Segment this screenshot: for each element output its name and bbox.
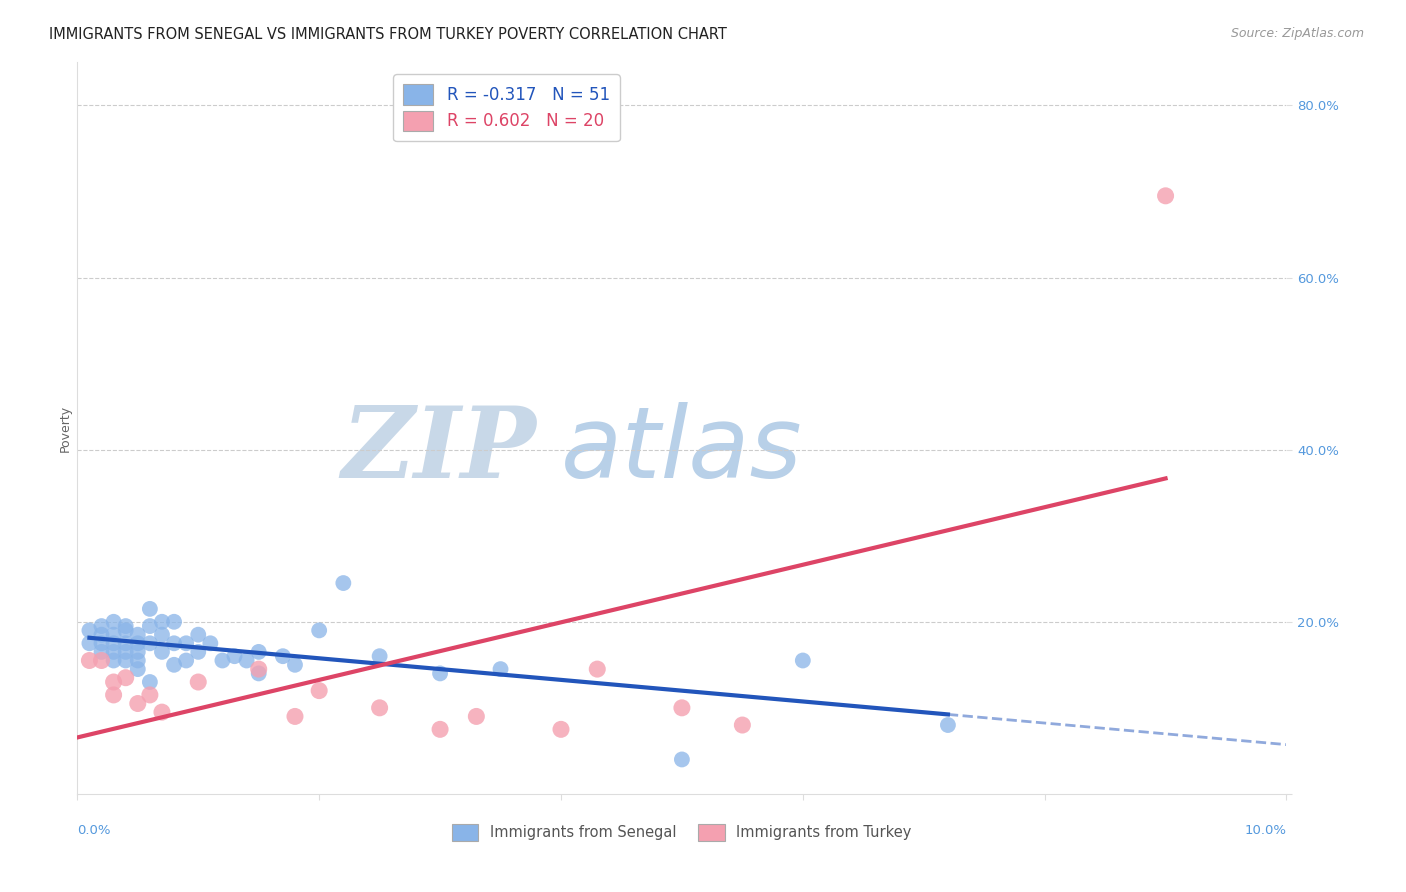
Point [127, 697, 149, 711]
Point [114, 619, 136, 633]
Point [150, 645, 173, 659]
Point [200, 636, 222, 650]
Point [79, 636, 101, 650]
Point [368, 649, 391, 664]
Point [308, 624, 330, 638]
Legend: Immigrants from Senegal, Immigrants from Turkey: Immigrants from Senegal, Immigrants from… [444, 816, 920, 849]
Text: Source: ZipAtlas.com: Source: ZipAtlas.com [1230, 27, 1364, 40]
Text: IMMIGRANTS FROM SENEGAL VS IMMIGRANTS FROM TURKEY POVERTY CORRELATION CHART: IMMIGRANTS FROM SENEGAL VS IMMIGRANTS FR… [49, 27, 727, 42]
Point [671, 752, 693, 766]
Point [368, 701, 391, 715]
Point [163, 615, 186, 629]
Point [127, 636, 149, 650]
Point [284, 709, 307, 723]
Point [127, 645, 149, 659]
Point [150, 705, 173, 719]
Point [247, 662, 270, 676]
Point [90, 628, 112, 642]
Point [90, 645, 112, 659]
Point [127, 653, 149, 667]
Point [114, 653, 136, 667]
Point [671, 701, 693, 715]
Point [465, 709, 488, 723]
Point [224, 649, 246, 664]
Point [332, 576, 354, 591]
Point [103, 645, 125, 659]
Point [211, 653, 233, 667]
Point [150, 628, 173, 642]
Point [731, 718, 754, 732]
Point [103, 636, 125, 650]
Point [103, 688, 125, 702]
Point [114, 624, 136, 638]
Point [79, 624, 101, 638]
Point [103, 653, 125, 667]
Point [139, 602, 162, 616]
Y-axis label: Poverty: Poverty [59, 405, 72, 451]
Point [792, 653, 814, 667]
Point [163, 636, 186, 650]
Point [235, 653, 257, 667]
Point [187, 645, 209, 659]
Point [79, 653, 101, 667]
Point [489, 662, 512, 676]
Point [308, 683, 330, 698]
Point [103, 615, 125, 629]
Point [90, 619, 112, 633]
Point [936, 718, 959, 732]
Point [114, 645, 136, 659]
Point [271, 649, 294, 664]
Point [1154, 189, 1177, 203]
Point [187, 628, 209, 642]
Point [284, 657, 307, 672]
Point [103, 675, 125, 690]
Point [187, 675, 209, 690]
Point [139, 675, 162, 690]
Point [139, 636, 162, 650]
Point [150, 615, 173, 629]
Point [139, 619, 162, 633]
Point [174, 653, 197, 667]
Point [247, 645, 270, 659]
Point [550, 723, 572, 737]
Point [90, 636, 112, 650]
Text: 10.0%: 10.0% [1244, 824, 1286, 837]
Point [127, 662, 149, 676]
Point [114, 636, 136, 650]
Point [90, 653, 112, 667]
Text: ZIP: ZIP [342, 402, 537, 499]
Point [174, 636, 197, 650]
Text: atlas: atlas [561, 401, 803, 499]
Point [139, 688, 162, 702]
Point [429, 666, 451, 681]
Text: 0.0%: 0.0% [77, 824, 111, 837]
Point [429, 723, 451, 737]
Point [586, 662, 609, 676]
Point [163, 657, 186, 672]
Point [103, 628, 125, 642]
Point [247, 666, 270, 681]
Point [114, 671, 136, 685]
Point [127, 628, 149, 642]
